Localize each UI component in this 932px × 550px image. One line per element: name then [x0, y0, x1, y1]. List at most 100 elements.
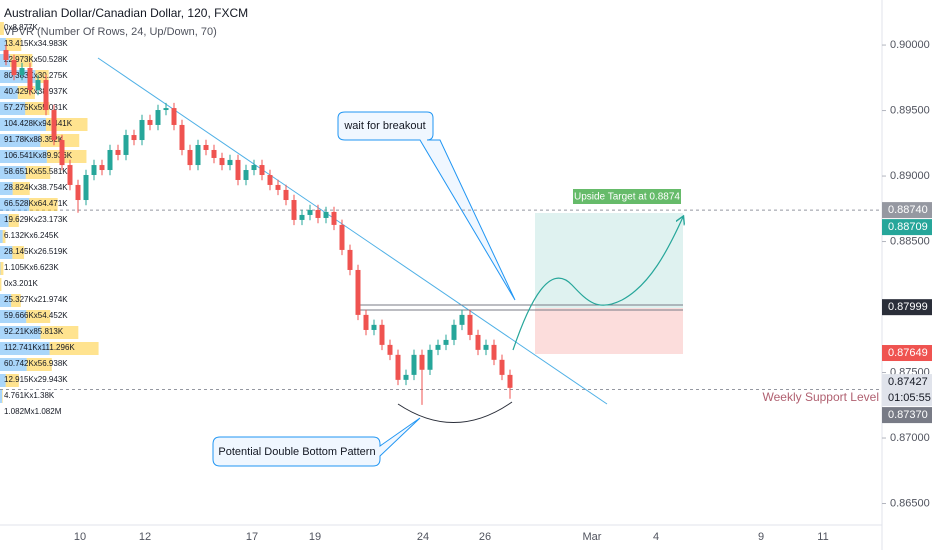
candle-body [27, 67, 33, 90]
x-tick-label: 9 [758, 531, 764, 543]
vp-up-bar [0, 166, 26, 179]
candle-body [339, 224, 345, 250]
candle-body [147, 119, 153, 125]
candle-body [379, 324, 385, 345]
candle-body [227, 159, 233, 166]
candle-body [315, 209, 321, 218]
x-tick-label: 19 [309, 531, 321, 543]
candle-body [195, 145, 201, 166]
candle-body [83, 175, 89, 201]
vp-label: 91.78Kx88.352K [4, 135, 64, 144]
candle-body [371, 324, 377, 330]
x-tick-label: 24 [417, 531, 429, 543]
vp-down-bar [26, 310, 51, 323]
candle-body [171, 108, 177, 125]
trend-line [97, 57, 608, 405]
candle-body [483, 344, 489, 350]
price-label-bg [882, 202, 932, 219]
vp-label: 92.21Kx85.813K [4, 327, 64, 336]
candle-body [51, 110, 57, 141]
target-label-bg [573, 189, 681, 204]
drawings [97, 57, 683, 423]
vp-down-bar [12, 246, 25, 259]
target-label: Upside Target at 0.8874 [574, 192, 680, 203]
double-bottom-arc [397, 401, 513, 423]
vp-label: 0x8.877K [4, 23, 38, 32]
vp-label: 28.145Kx26.519K [4, 247, 68, 256]
vp-down-bar [29, 198, 58, 211]
vp-up-bar [0, 118, 46, 131]
price-label: 0.87427 [888, 376, 928, 388]
vp-down-bar [0, 262, 4, 275]
candle-body [459, 314, 465, 325]
vp-up-bar [0, 70, 36, 83]
vp-down-bar [0, 22, 4, 35]
x-tick-label: 17 [246, 531, 258, 543]
volume-profile: 0x8.877K 13.415Kx34.983K 22.973Kx50.528K 80… [0, 22, 99, 416]
vp-up-bar [0, 390, 3, 403]
callout-box [212, 417, 421, 467]
vp-label: 57.275Kx55.031K [4, 103, 68, 112]
vp-label: 60.742Kx56.938K [4, 359, 68, 368]
x-tick-label: 4 [653, 531, 659, 543]
candle-body [307, 209, 313, 215]
price-label-bg [882, 345, 932, 362]
vp-down-bar [5, 38, 22, 51]
vp-down-bar [2, 230, 6, 243]
vp-up-bar [0, 358, 27, 371]
vp-up-bar [0, 246, 13, 259]
candle-body [211, 149, 217, 158]
candle-body [131, 135, 137, 141]
vp-up-bar [0, 54, 11, 67]
vp-up-bar [0, 230, 3, 243]
candle-body [475, 334, 481, 350]
candle-body [59, 140, 65, 166]
candle-body [355, 269, 361, 315]
candle-body [499, 359, 505, 375]
vp-label: 13.415Kx34.983K [4, 39, 68, 48]
vp-down-bar [0, 278, 2, 291]
candles [3, 44, 513, 405]
vp-label: 66.528Kx64.471K [4, 199, 68, 208]
vp-up-bar [0, 294, 12, 307]
vp-down-bar [40, 326, 79, 339]
candle-body [35, 80, 41, 90]
x-tick-label: 10 [74, 531, 86, 543]
candle-body [43, 80, 49, 111]
candle-body [155, 110, 161, 125]
candle-body [411, 354, 417, 375]
vp-up-bar [0, 214, 9, 227]
y-tick-label: 0.90000 [890, 39, 930, 51]
vp-down-bar [2, 390, 3, 403]
price-label: 0.87999 [888, 301, 928, 313]
candle-body [3, 50, 9, 60]
vp-label: 112.741Kx111.296K [4, 343, 75, 352]
vp-down-bar [49, 342, 99, 355]
callout-box [337, 111, 516, 301]
candle-body [283, 189, 289, 201]
price-label: 0.87649 [888, 347, 928, 359]
vp-down-bar [46, 150, 87, 163]
vp-down-bar [26, 358, 52, 371]
candle-body [419, 354, 425, 370]
indicator-title: VPVR (Number Of Rows, 24, Up/Down, 70) [4, 26, 217, 38]
vp-label: 104.428Kx94.441K [4, 119, 73, 128]
chart-title: Australian Dollar/Canadian Dollar, 120, … [4, 6, 248, 20]
candle-body [67, 165, 73, 185]
candle-body [443, 339, 449, 345]
price-label: 0.87370 [888, 409, 928, 421]
vp-down-bar [25, 166, 51, 179]
vp-down-bar [35, 70, 49, 83]
price-label-bg [882, 374, 932, 407]
candle-body [467, 314, 473, 335]
candle-body [435, 344, 441, 350]
price-label: 0.88709 [888, 221, 928, 233]
vp-down-bar [8, 214, 19, 227]
vp-up-bar [0, 86, 18, 99]
vp-label: 1.105Kx6.623K [4, 263, 59, 272]
callout-text: wait for breakout [343, 120, 425, 132]
candle-body [99, 165, 105, 171]
candle-body [331, 211, 337, 225]
price-label: 0.88740 [888, 204, 928, 216]
